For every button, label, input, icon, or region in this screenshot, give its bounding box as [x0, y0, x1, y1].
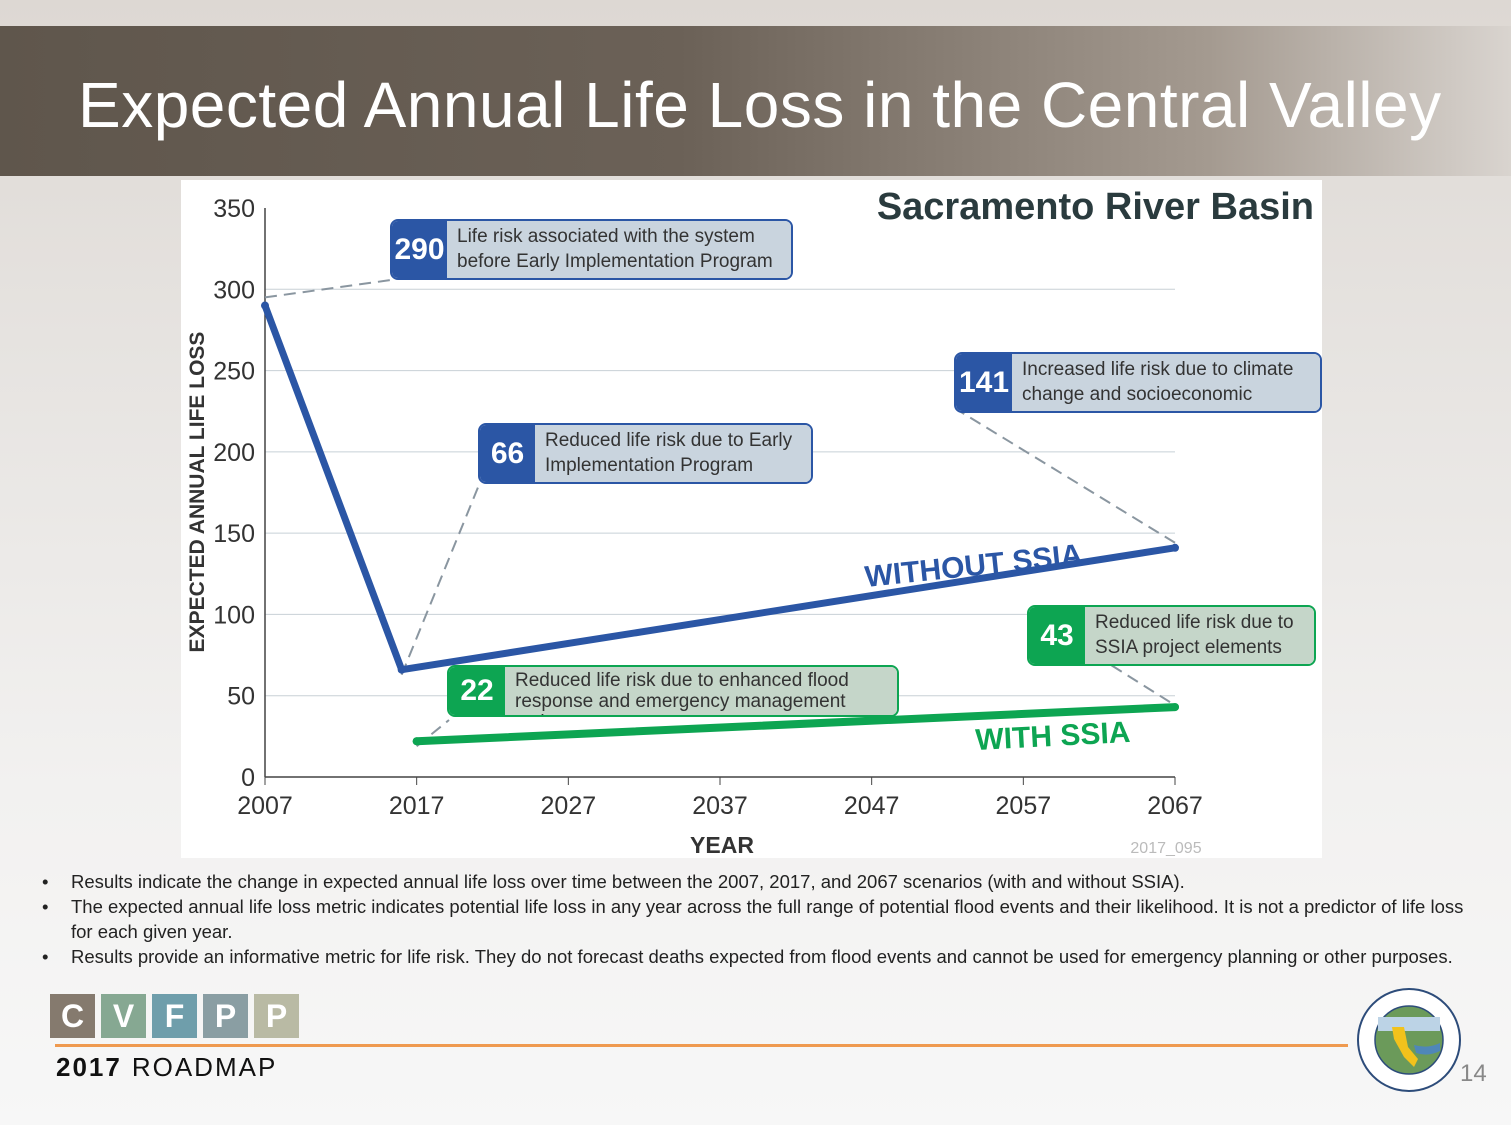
x-tick-label: 2067 — [1147, 792, 1203, 820]
leader-line — [960, 411, 1176, 544]
series-label-with-ssia: WITH SSIA — [975, 716, 1132, 757]
title-banner: Expected Annual Life Loss in the Central… — [0, 26, 1511, 176]
annotation-43: 43 Reduced life risk due to SSIA project … — [1027, 605, 1316, 666]
roadmap-text: ROADMAP — [131, 1052, 278, 1082]
page-number: 14 — [1460, 1060, 1487, 1087]
chart-svg: 0 50 100 150 200 250 300 350 2007 2017 2027 2037 204… — [186, 195, 1203, 858]
roadmap-label: 2017 ROADMAP — [56, 1052, 277, 1083]
x-tick-label: 2027 — [541, 792, 597, 820]
annotation-value: 66 — [480, 425, 535, 482]
annotation-value: 22 — [449, 667, 505, 715]
y-tick-label: 300 — [213, 276, 255, 304]
leader-line — [1110, 664, 1171, 703]
x-tick-label: 2057 — [996, 792, 1052, 820]
chart-title: Sacramento River Basin — [876, 186, 1314, 228]
series-line — [412, 703, 1179, 746]
y-tick-label: 0 — [241, 764, 255, 792]
bullet-item: The expected annual life loss metric ind… — [42, 894, 1472, 944]
logo-letter: F — [152, 994, 197, 1038]
data-point — [1171, 703, 1179, 712]
annotation-value: 141 — [956, 354, 1012, 411]
bullet-item: Results provide an informative metric fo… — [42, 944, 1472, 969]
leader-line — [400, 479, 482, 676]
annotation-141: 141 Increased life risk due to climate ch… — [954, 352, 1322, 413]
x-tick-label: 2037 — [692, 792, 748, 820]
y-tick-label: 50 — [227, 683, 255, 711]
data-point — [261, 301, 269, 310]
logo-letter: C — [50, 994, 95, 1038]
series-label-without-ssia: WITHOUT SSIA — [863, 538, 1084, 594]
annotation-66: 66 Reduced life risk due to Early Impleme… — [478, 423, 813, 484]
leader-line — [264, 279, 392, 299]
annotation-text: Life risk associated with the system bef… — [447, 221, 791, 278]
slide-title: Expected Annual Life Loss in the Central… — [78, 69, 1442, 141]
figure-id: 2017_095 — [1130, 840, 1201, 857]
annotation-text: Reduced life risk due to SSIA project el… — [1085, 607, 1314, 664]
annotation-value: 43 — [1029, 607, 1085, 664]
logo-letter: V — [101, 994, 146, 1038]
chart: 0 50 100 150 200 250 300 350 2007 2017 2027 2037 204… — [181, 180, 1322, 858]
data-point — [1171, 543, 1179, 552]
x-tick-label: 2017 — [389, 792, 445, 820]
annotation-22: 22 Reduced life risk due to enhanced floo… — [447, 665, 899, 717]
x-tick-label: 2047 — [844, 792, 900, 820]
y-tick-label: 200 — [213, 439, 255, 467]
bullet-item: Results indicate the change in expected … — [42, 869, 1472, 894]
logo-letter: P — [203, 994, 248, 1038]
y-tick-label: 150 — [213, 520, 255, 548]
annotation-value: 290 — [392, 221, 447, 278]
annotation-290: 290 Life risk associated with the system … — [390, 219, 793, 280]
annotation-text: Reduced life risk due to Early Implement… — [535, 425, 811, 482]
roadmap-year: 2017 — [56, 1052, 122, 1082]
annotation-text: Increased life risk due to climate chang… — [1012, 354, 1320, 411]
y-axis-label: EXPECTED ANNUAL LIFE LOSS — [186, 332, 209, 653]
footer-divider — [55, 1044, 1348, 1047]
bullet-list: Results indicate the change in expected … — [42, 869, 1472, 969]
y-tick-label: 350 — [213, 195, 255, 223]
x-tick-label: 2007 — [237, 792, 293, 820]
annotation-text: Reduced life risk due to enhanced flood … — [505, 667, 897, 715]
y-tick-label: 250 — [213, 358, 255, 386]
x-axis-label: YEAR — [690, 832, 754, 858]
dwr-seal-logo — [1357, 988, 1461, 1092]
data-point — [397, 665, 406, 674]
logo-letter: P — [254, 994, 299, 1038]
y-tick-label: 100 — [213, 601, 255, 629]
data-point — [412, 737, 421, 746]
